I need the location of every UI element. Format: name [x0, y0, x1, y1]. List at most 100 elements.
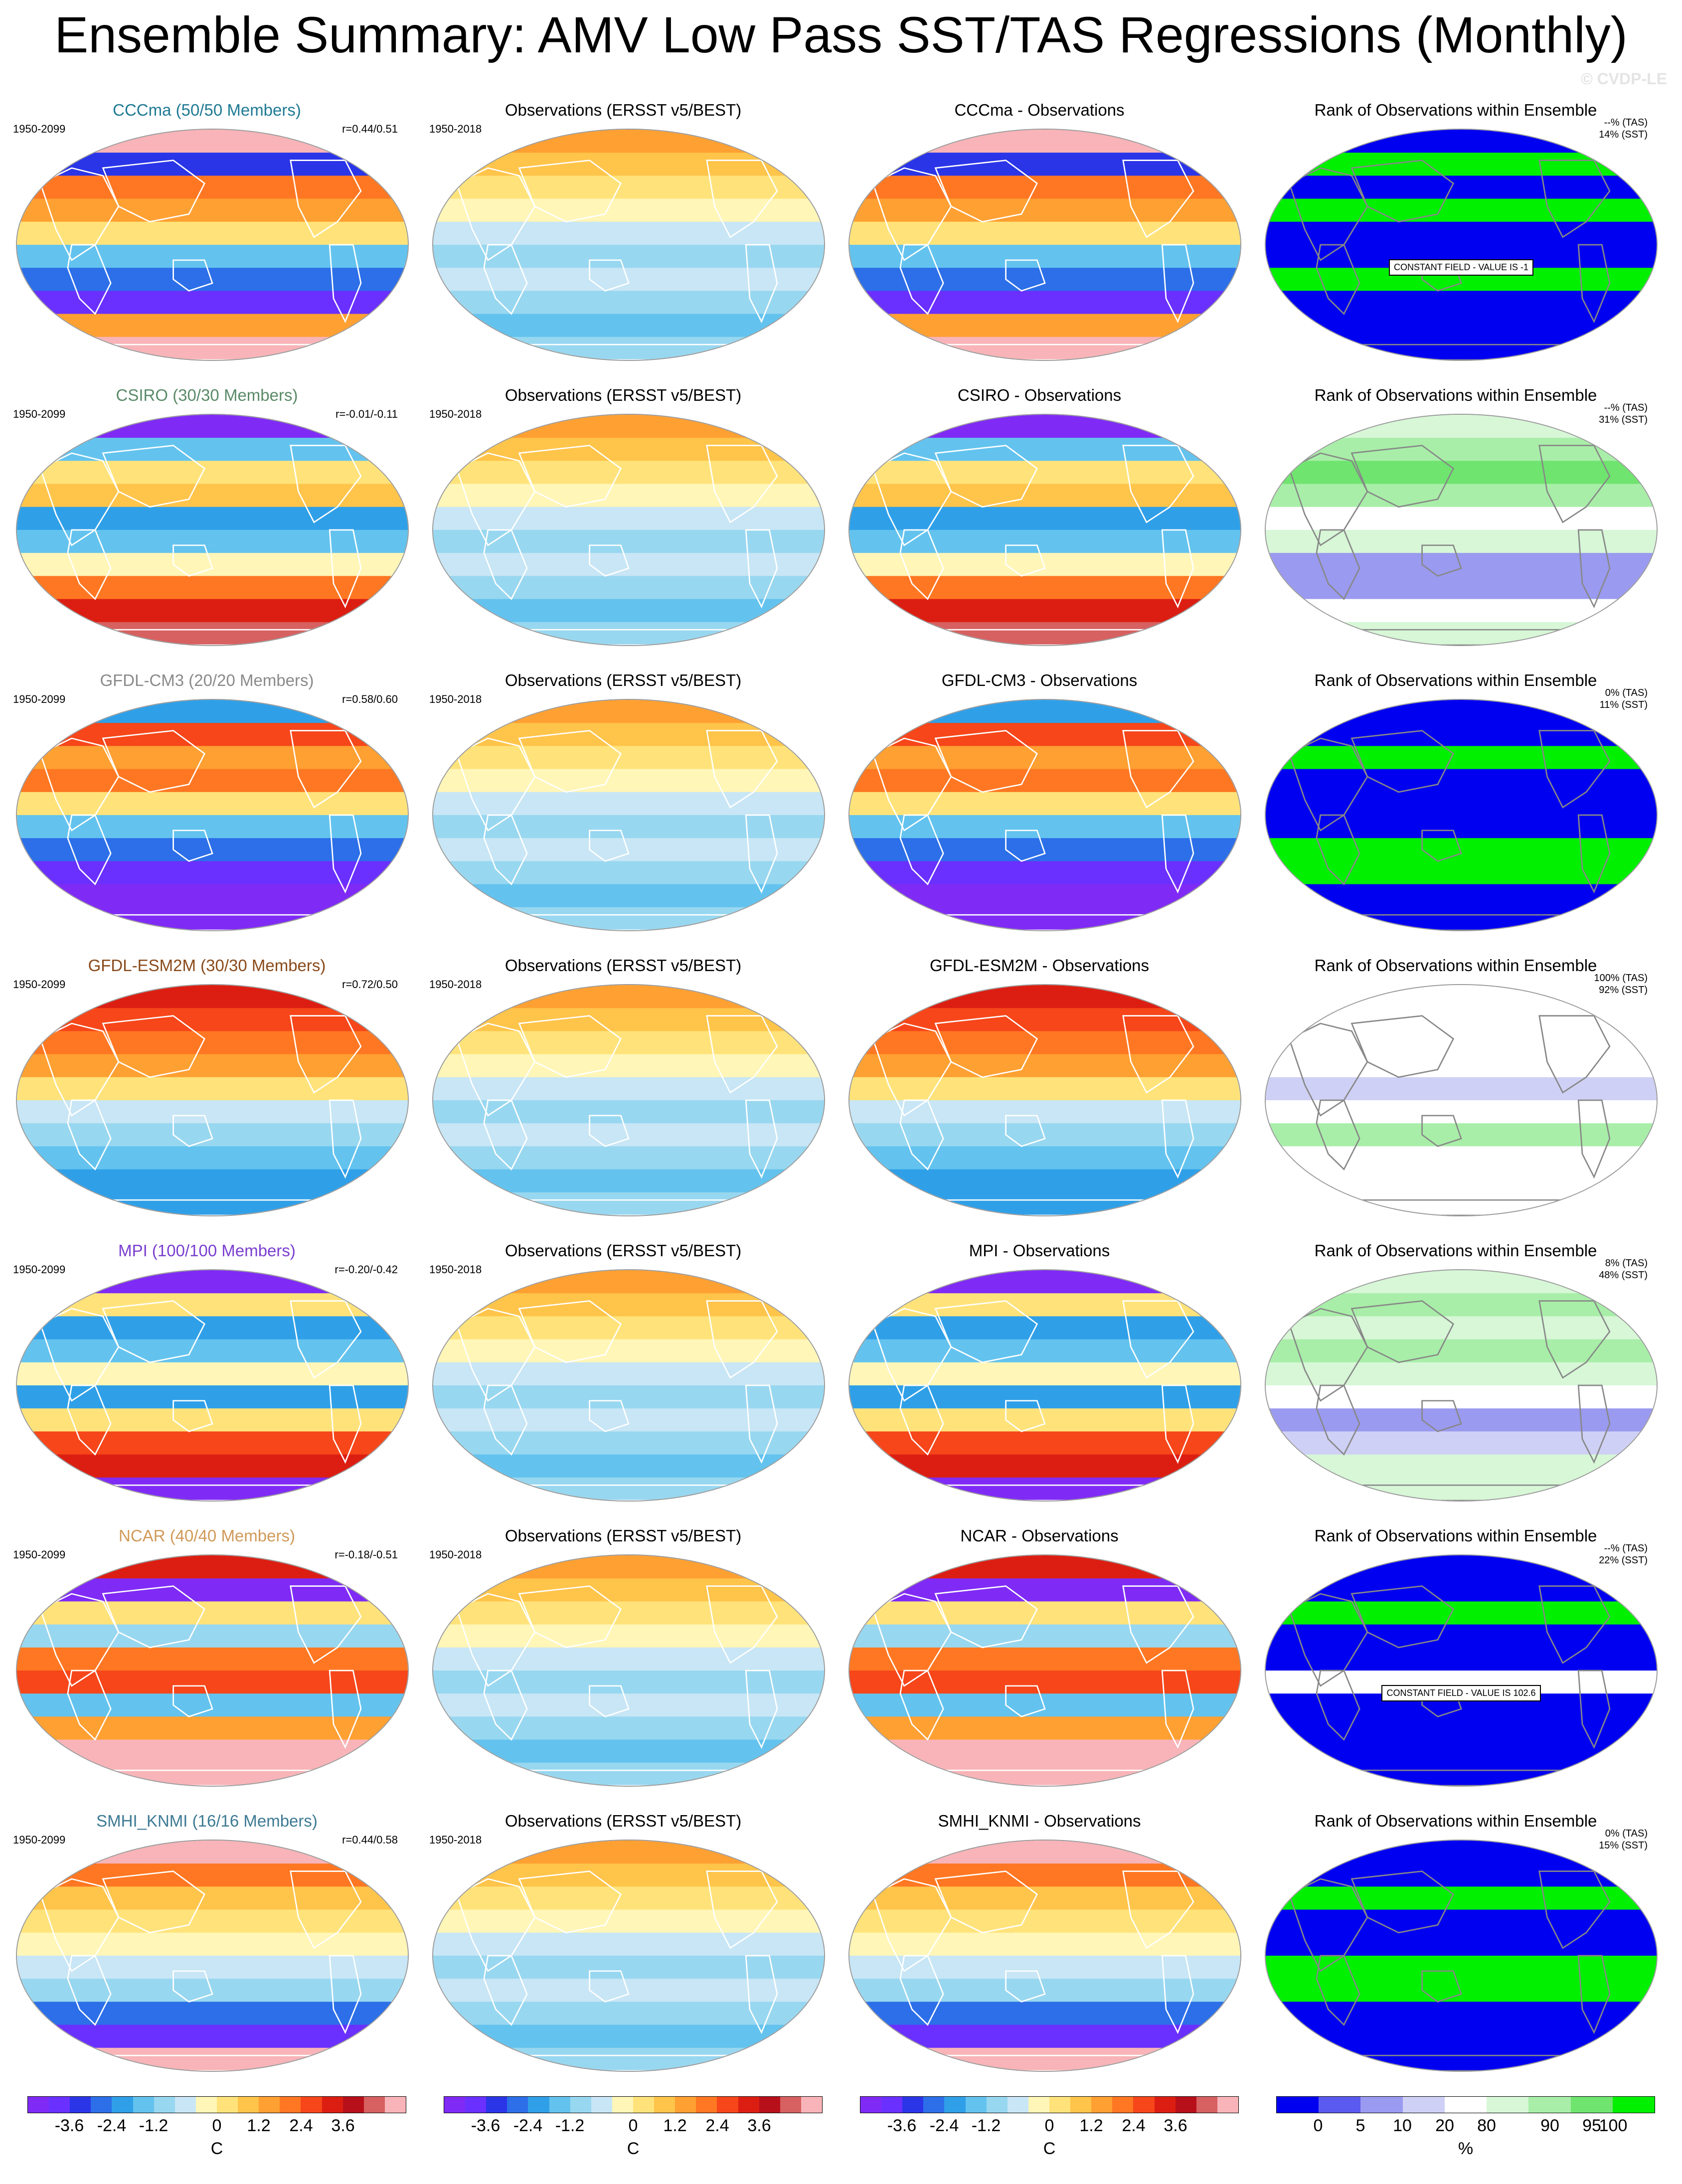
map-rank	[1265, 1269, 1658, 1502]
map-panel-rank: Rank of Observations within Ensemble 0% (…	[1254, 670, 1658, 955]
rank-percent-labels: 0% (TAS) 11% (SST)	[1600, 687, 1648, 711]
period-label: 1950-2018	[429, 978, 482, 991]
pattern-correlation: r=0.58/0.60	[342, 693, 398, 705]
map-panel-diff: SMHI_KNMI - Observations	[838, 1811, 1241, 2096]
period-label: 1950-2018	[429, 408, 482, 420]
period-label: 1950-2018	[429, 1263, 482, 1276]
panel-row: CSIRO (30/30 Members) 1950-2099 r=-0.01/-0…	[0, 385, 1682, 670]
map-panel-model: CSIRO (30/30 Members) 1950-2099 r=-0.01/-0…	[5, 385, 409, 670]
colorbar-tick: 3.6	[331, 2116, 355, 2135]
map-panel-diff: CCCma - Observations	[838, 100, 1241, 385]
map-rank	[1265, 699, 1658, 931]
panel-title: CCCma - Observations	[954, 101, 1125, 119]
map-obs	[432, 1840, 825, 2072]
rank-percent-labels: --% (TAS) 22% (SST)	[1599, 1542, 1648, 1566]
map-panel-model: MPI (100/100 Members) 1950-2099 r=-0.20/-0…	[5, 1240, 409, 1525]
panel-title: Rank of Observations within Ensemble	[1314, 1241, 1597, 1260]
map-diff	[848, 129, 1241, 361]
period-label: 1950-2018	[429, 1548, 482, 1561]
colorbar-tick: 0	[1044, 2116, 1054, 2135]
colorbar-tick: -2.4	[513, 2116, 543, 2135]
map-diff	[848, 699, 1241, 931]
colorbar-unit: %	[1458, 2139, 1474, 2158]
map-panel-diff: NCAR - Observations	[838, 1525, 1241, 1811]
colorbar-tick: 5	[1355, 2116, 1365, 2135]
colorbar-tick: 1.2	[663, 2116, 687, 2135]
colorbar-tick: 2.4	[705, 2116, 729, 2135]
period-label: 1950-2018	[429, 123, 482, 135]
rank-percent-labels: 0% (TAS) 15% (SST)	[1599, 1828, 1648, 1851]
map-panel-diff: GFDL-ESM2M - Observations	[838, 955, 1241, 1240]
map-model	[16, 699, 409, 931]
colorbar-tick-labels: 0 5 10 20 80 90 95 100	[1276, 2116, 1655, 2136]
period-label: 1950-2099	[13, 693, 66, 705]
watermark: © CVDP-LE	[1581, 70, 1667, 88]
map-diff	[848, 414, 1241, 646]
colorbar-tick: 90	[1540, 2116, 1559, 2135]
colorbar-tick-labels: -3.6 -2.4 -1.2 0 1.2 2.4 3.6	[860, 2116, 1239, 2136]
colorbar-tick: 95	[1582, 2116, 1601, 2135]
colorbar-tick: -3.6	[471, 2116, 501, 2135]
panel-title: GFDL-ESM2M (30/30 Members)	[88, 956, 326, 975]
map-panel-model: GFDL-ESM2M (30/30 Members) 1950-2099 r=0.7…	[5, 955, 409, 1240]
panel-row: CCCma (50/50 Members) 1950-2099 r=0.44/0.5…	[0, 100, 1682, 385]
map-panel-obs: Observations (ERSST v5/BEST) 1950-2018	[421, 1240, 825, 1525]
panel-title: Observations (ERSST v5/BEST)	[505, 101, 742, 119]
colorbar-tick: 0	[1313, 2116, 1323, 2135]
panel-title: Observations (ERSST v5/BEST)	[505, 386, 742, 404]
colorbar-tick: -3.6	[887, 2116, 917, 2135]
panel-title: MPI - Observations	[969, 1241, 1110, 1260]
pattern-correlation: r=0.72/0.50	[342, 978, 398, 991]
pattern-correlation: r=0.44/0.58	[342, 1834, 398, 1846]
period-label: 1950-2018	[429, 693, 482, 705]
map-model	[16, 414, 409, 646]
rank-tas: 0% (TAS)	[1605, 1828, 1648, 1839]
colorbar-unit: C	[627, 2139, 640, 2158]
map-obs	[432, 984, 825, 1216]
map-panel-obs: Observations (ERSST v5/BEST) 1950-2018	[421, 100, 825, 385]
panel-title: GFDL-CM3 (20/20 Members)	[100, 671, 314, 689]
colorbar-regression-2: -3.6 -2.4 -1.2 0 1.2 2.4 3.6 C	[444, 2096, 823, 2166]
colorbar-tick: -2.4	[929, 2116, 959, 2135]
colorbar-unit: C	[210, 2139, 223, 2158]
colorbar-regression-3: -3.6 -2.4 -1.2 0 1.2 2.4 3.6 C	[860, 2096, 1239, 2166]
map-rank: CONSTANT FIELD - VALUE IS 102.6	[1265, 1554, 1658, 1787]
map-panel-rank: Rank of Observations within Ensemble --% …	[1254, 100, 1658, 385]
map-panel-obs: Observations (ERSST v5/BEST) 1950-2018	[421, 670, 825, 955]
colorbar-swatches	[1276, 2096, 1655, 2113]
constant-field-text: CONSTANT FIELD - VALUE IS -1	[1388, 259, 1534, 276]
rank-percent-labels: --% (TAS) 14% (SST)	[1599, 117, 1648, 141]
colorbar-tick: -2.4	[97, 2116, 127, 2135]
colorbar-tick-labels: -3.6 -2.4 -1.2 0 1.2 2.4 3.6	[27, 2116, 406, 2136]
pattern-correlation: r=-0.20/-0.42	[335, 1263, 398, 1276]
rank-sst: 15% (SST)	[1599, 1840, 1648, 1851]
colorbar-swatches	[444, 2096, 823, 2113]
map-diff	[848, 1554, 1241, 1787]
panel-title: Rank of Observations within Ensemble	[1314, 956, 1597, 975]
colorbar-tick: 80	[1477, 2116, 1496, 2135]
map-panel-obs: Observations (ERSST v5/BEST) 1950-2018	[421, 385, 825, 670]
colorbar-tick: 1.2	[1079, 2116, 1103, 2135]
rank-tas: --% (TAS)	[1604, 402, 1648, 413]
colorbar-tick-labels: -3.6 -2.4 -1.2 0 1.2 2.4 3.6	[444, 2116, 823, 2136]
map-model	[16, 129, 409, 361]
map-panel-diff: MPI - Observations	[838, 1240, 1241, 1525]
map-panel-model: NCAR (40/40 Members) 1950-2099 r=-0.18/-0.…	[5, 1525, 409, 1811]
period-label: 1950-2099	[13, 408, 66, 420]
map-rank	[1265, 414, 1658, 646]
period-label: 1950-2099	[13, 123, 66, 135]
map-obs	[432, 129, 825, 361]
panel-title: SMHI_KNMI (16/16 Members)	[96, 1812, 318, 1830]
map-panel-model: GFDL-CM3 (20/20 Members) 1950-2099 r=0.58/…	[5, 670, 409, 955]
colorbar-regression-1: -3.6 -2.4 -1.2 0 1.2 2.4 3.6 C	[27, 2096, 406, 2166]
map-panel-rank: Rank of Observations within Ensemble --% …	[1254, 385, 1658, 670]
colorbar-tick: 2.4	[1122, 2116, 1146, 2135]
pattern-correlation: r=-0.01/-0.11	[336, 408, 398, 420]
map-panel-rank: Rank of Observations within Ensemble --% …	[1254, 1525, 1658, 1811]
map-panel-obs: Observations (ERSST v5/BEST) 1950-2018	[421, 1525, 825, 1811]
map-panel-model: CCCma (50/50 Members) 1950-2099 r=0.44/0.5…	[5, 100, 409, 385]
colorbar-tick: -1.2	[555, 2116, 585, 2135]
page-title: Ensemble Summary: AMV Low Pass SST/TAS R…	[54, 6, 1628, 63]
panel-row: NCAR (40/40 Members) 1950-2099 r=-0.18/-0.…	[0, 1525, 1682, 1811]
panel-title: GFDL-CM3 - Observations	[941, 671, 1138, 689]
